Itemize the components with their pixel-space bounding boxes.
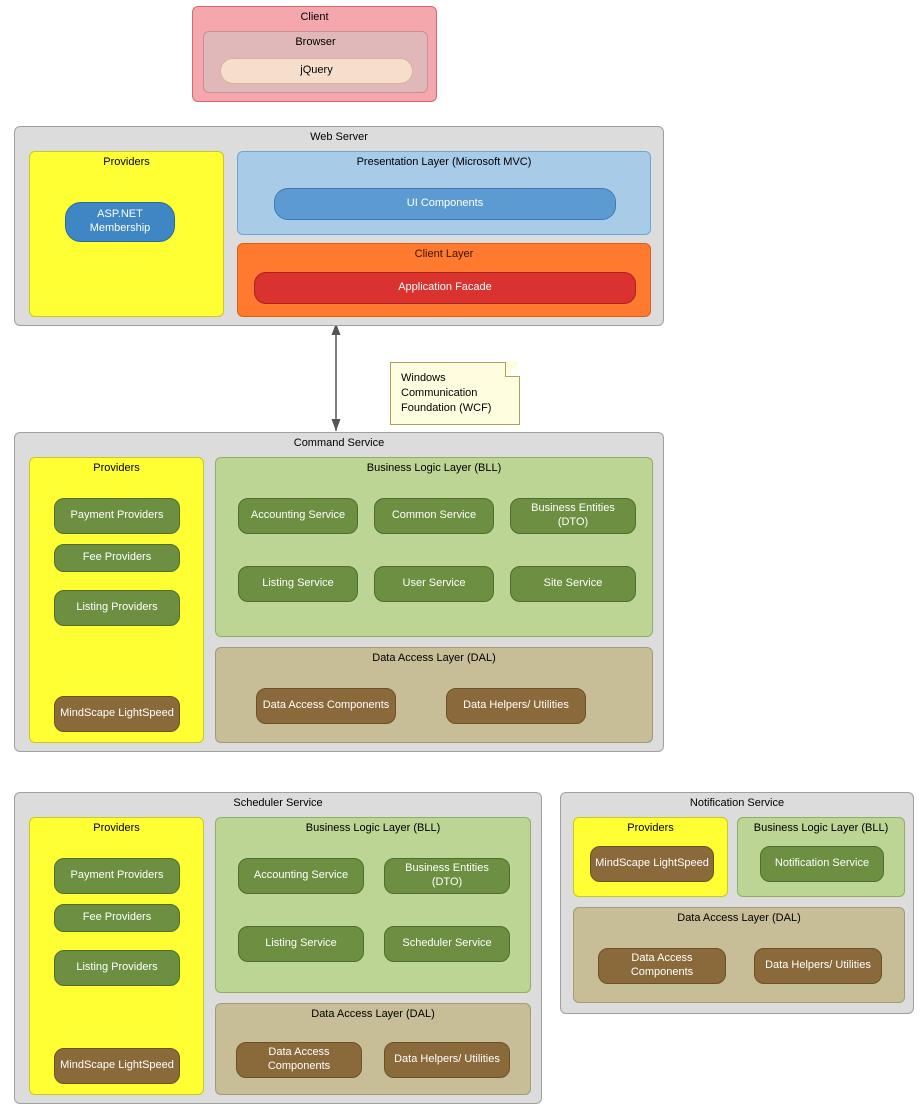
- notif-providers: Providers MindScape LightSpeed: [573, 817, 728, 897]
- notif-title: Notification Service: [561, 793, 913, 815]
- notif-providers-title: Providers: [574, 818, 727, 840]
- cmd-prov-0: Payment Providers: [54, 498, 180, 534]
- command-title: Command Service: [15, 433, 663, 455]
- cmd-prov-3: MindScape LightSpeed: [54, 696, 180, 732]
- sched-bll: Business Logic Layer (BLL) Accounting Se…: [215, 817, 531, 993]
- app-facade-box: Application Facade: [254, 272, 636, 304]
- jquery-box: jQuery: [220, 58, 413, 84]
- command-service: Command Service Providers Payment Provid…: [14, 432, 664, 752]
- sched-dal-title: Data Access Layer (DAL): [216, 1004, 530, 1026]
- ui-components-box: UI Components: [274, 188, 616, 220]
- cmd-bll-5: Site Service: [510, 566, 636, 602]
- sched-bll-title: Business Logic Layer (BLL): [216, 818, 530, 840]
- client-title: Client: [193, 7, 436, 29]
- sched-providers: Providers Payment Providers Fee Provider…: [29, 817, 204, 1095]
- cmd-bll: Business Logic Layer (BLL) Accounting Se…: [215, 457, 653, 637]
- cmd-bll-title: Business Logic Layer (BLL): [216, 458, 652, 480]
- presentation-layer: Presentation Layer (Microsoft MVC) UI Co…: [237, 151, 651, 235]
- cmd-bll-0: Accounting Service: [238, 498, 358, 534]
- cmd-bll-2: Business Entities (DTO): [510, 498, 636, 534]
- ws-providers: Providers ASP.NET Membership: [29, 151, 224, 317]
- client-layer-title: Client Layer: [238, 244, 650, 266]
- webserver-container: Web Server Providers ASP.NET Membership …: [14, 126, 664, 326]
- cmd-dal-title: Data Access Layer (DAL): [216, 648, 652, 670]
- client-layer: Client Layer Application Facade: [237, 243, 651, 317]
- notif-bll-title: Business Logic Layer (BLL): [738, 818, 904, 840]
- cmd-providers-title: Providers: [30, 458, 203, 480]
- browser-container: Browser jQuery: [203, 31, 428, 93]
- client-container: Client Browser jQuery: [192, 6, 437, 102]
- notif-prov: MindScape LightSpeed: [590, 846, 714, 882]
- sch-dal-0: Data Access Components: [236, 1042, 362, 1078]
- sch-prov-1: Fee Providers: [54, 904, 180, 932]
- sched-title: Scheduler Service: [15, 793, 541, 815]
- notif-dal-0: Data Access Components: [598, 948, 726, 984]
- browser-title: Browser: [204, 32, 427, 54]
- sched-providers-title: Providers: [30, 818, 203, 840]
- sch-bll-3: Scheduler Service: [384, 926, 510, 962]
- notif-dal-1: Data Helpers/ Utilities: [754, 948, 882, 984]
- sch-prov-2: Listing Providers: [54, 950, 180, 986]
- notification-service: Notification Service Providers MindScape…: [560, 792, 914, 1014]
- sched-dal: Data Access Layer (DAL) Data Access Comp…: [215, 1003, 531, 1095]
- cmd-bll-1: Common Service: [374, 498, 494, 534]
- notif-bll: Business Logic Layer (BLL) Notification …: [737, 817, 905, 897]
- ws-providers-title: Providers: [30, 152, 223, 174]
- notif-dal-title: Data Access Layer (DAL): [574, 908, 904, 930]
- sch-prov-3: MindScape LightSpeed: [54, 1048, 180, 1084]
- cmd-prov-1: Fee Providers: [54, 544, 180, 572]
- wcf-note: Windows Communication Foundation (WCF): [390, 362, 520, 425]
- sch-bll-1: Business Entities (DTO): [384, 858, 510, 894]
- sch-bll-0: Accounting Service: [238, 858, 364, 894]
- cmd-dal: Data Access Layer (DAL) Data Access Comp…: [215, 647, 653, 743]
- cmd-dal-1: Data Helpers/ Utilities: [446, 688, 586, 724]
- scheduler-service: Scheduler Service Providers Payment Prov…: [14, 792, 542, 1104]
- presentation-title: Presentation Layer (Microsoft MVC): [238, 152, 650, 174]
- cmd-providers: Providers Payment Providers Fee Provider…: [29, 457, 204, 743]
- sch-dal-1: Data Helpers/ Utilities: [384, 1042, 510, 1078]
- asp-membership-box: ASP.NET Membership: [65, 202, 175, 242]
- notif-dal: Data Access Layer (DAL) Data Access Comp…: [573, 907, 905, 1003]
- cmd-dal-0: Data Access Components: [256, 688, 396, 724]
- cmd-prov-2: Listing Providers: [54, 590, 180, 626]
- sch-prov-0: Payment Providers: [54, 858, 180, 894]
- sch-bll-2: Listing Service: [238, 926, 364, 962]
- cmd-bll-4: User Service: [374, 566, 494, 602]
- notif-bll-box: Notification Service: [760, 846, 884, 882]
- webserver-title: Web Server: [15, 127, 663, 149]
- cmd-bll-3: Listing Service: [238, 566, 358, 602]
